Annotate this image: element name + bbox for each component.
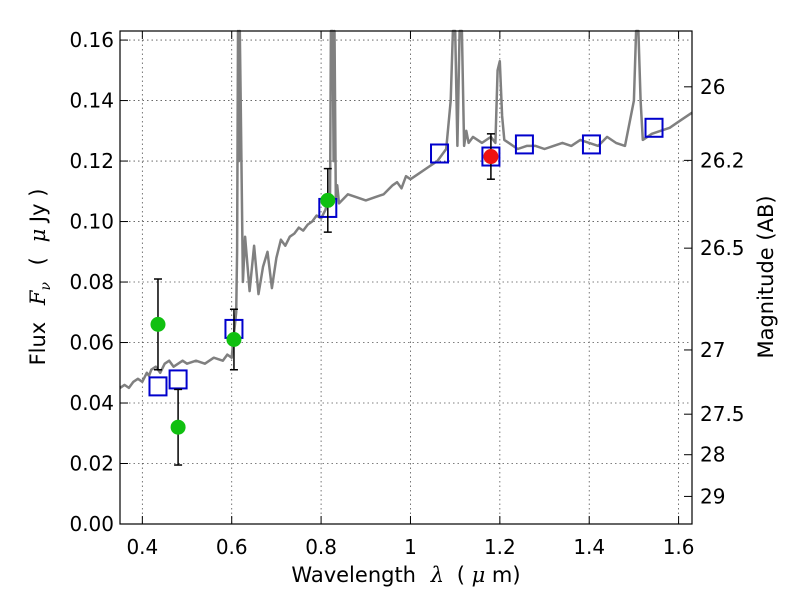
sed-model-line: [119, 29, 693, 390]
plot-background: [120, 31, 692, 524]
y-tick-label: 0.14: [69, 89, 114, 113]
x-axis-unit-rest: m): [492, 563, 521, 587]
y-tick-label: 0.04: [69, 391, 114, 415]
model-photometry-point: [514, 134, 534, 155]
observed-optical-point: [226, 332, 242, 348]
x-tick-label: 1: [404, 535, 417, 559]
x-tick-labels: 0.4 0.6 0.8 1 1.2 1.4 1.6: [126, 535, 694, 559]
y-axis-flux-symbol: F: [26, 289, 50, 306]
y-tick-label: 0.08: [69, 270, 114, 294]
x-tick-label: 1.4: [573, 535, 605, 559]
right-tick-label: 26: [700, 75, 725, 99]
model-photometry-point: [168, 369, 188, 390]
x-axis-title-prefix: Wavelength: [291, 563, 416, 587]
x-tick-label: 0.4: [126, 535, 158, 559]
y-axis-title: Flux Fν ( μ Jy ): [26, 189, 55, 366]
grid-lines: [120, 31, 692, 525]
y-tick-label: 0.12: [69, 149, 114, 173]
x-tick-label: 0.8: [305, 535, 337, 559]
y-tick-label: 0.06: [69, 331, 114, 355]
x-tick-label: 1.2: [484, 535, 516, 559]
observed-optical-point: [320, 192, 336, 208]
y-axis-unit-mu: μ: [26, 229, 50, 243]
axis-ticks: [120, 31, 692, 525]
right-tick-label: 26.2: [700, 148, 745, 172]
y-axis-unit-open: (: [26, 257, 50, 265]
right-tick-label: 27: [700, 338, 725, 362]
y-tick-labels: 0.00 0.02 0.04 0.06 0.08 0.10 0.12 0.14 0.16: [69, 28, 114, 536]
x-tick-label: 1.6: [663, 535, 695, 559]
right-tick-label: 26.5: [700, 236, 745, 260]
y-tick-label: 0.10: [69, 210, 114, 234]
y-axis-flux-subscript: ν: [38, 282, 54, 291]
right-tick-label: 27.5: [700, 402, 745, 426]
observed-ir-point: [483, 149, 499, 165]
plot-frame: [119, 30, 693, 525]
observed-optical-point: [170, 419, 186, 435]
right-tick-labels: 26 26.2 26.5 27 27.5 28 29: [700, 75, 745, 509]
x-tick-label: 0.6: [216, 535, 248, 559]
y-axis-unit-rest: Jy ): [26, 189, 50, 225]
model-photometry-point: [644, 117, 664, 138]
observed-photometry-layer: [150, 133, 499, 466]
right-tick-label: 28: [700, 443, 725, 467]
x-axis-unit-mu: μ: [472, 563, 486, 587]
x-axis-title: Wavelength λ ( μ m): [291, 563, 520, 587]
y-tick-label: 0.16: [69, 28, 114, 52]
y-tick-label: 0.00: [69, 512, 114, 536]
model-photometry-point: [581, 134, 601, 155]
x-axis-lambda: λ: [430, 563, 444, 587]
y-tick-label: 0.02: [69, 452, 114, 476]
right-tick-label: 29: [700, 484, 725, 508]
model-photometry-point: [430, 143, 450, 164]
model-photometry-point: [148, 376, 168, 397]
y-axis-title-prefix: Flux: [26, 322, 50, 366]
observed-optical-point: [150, 316, 166, 332]
x-axis-unit-open: (: [457, 563, 465, 587]
sed-model-layer: [119, 29, 693, 390]
y-axis-right-title: Magnitude (AB): [754, 195, 778, 358]
